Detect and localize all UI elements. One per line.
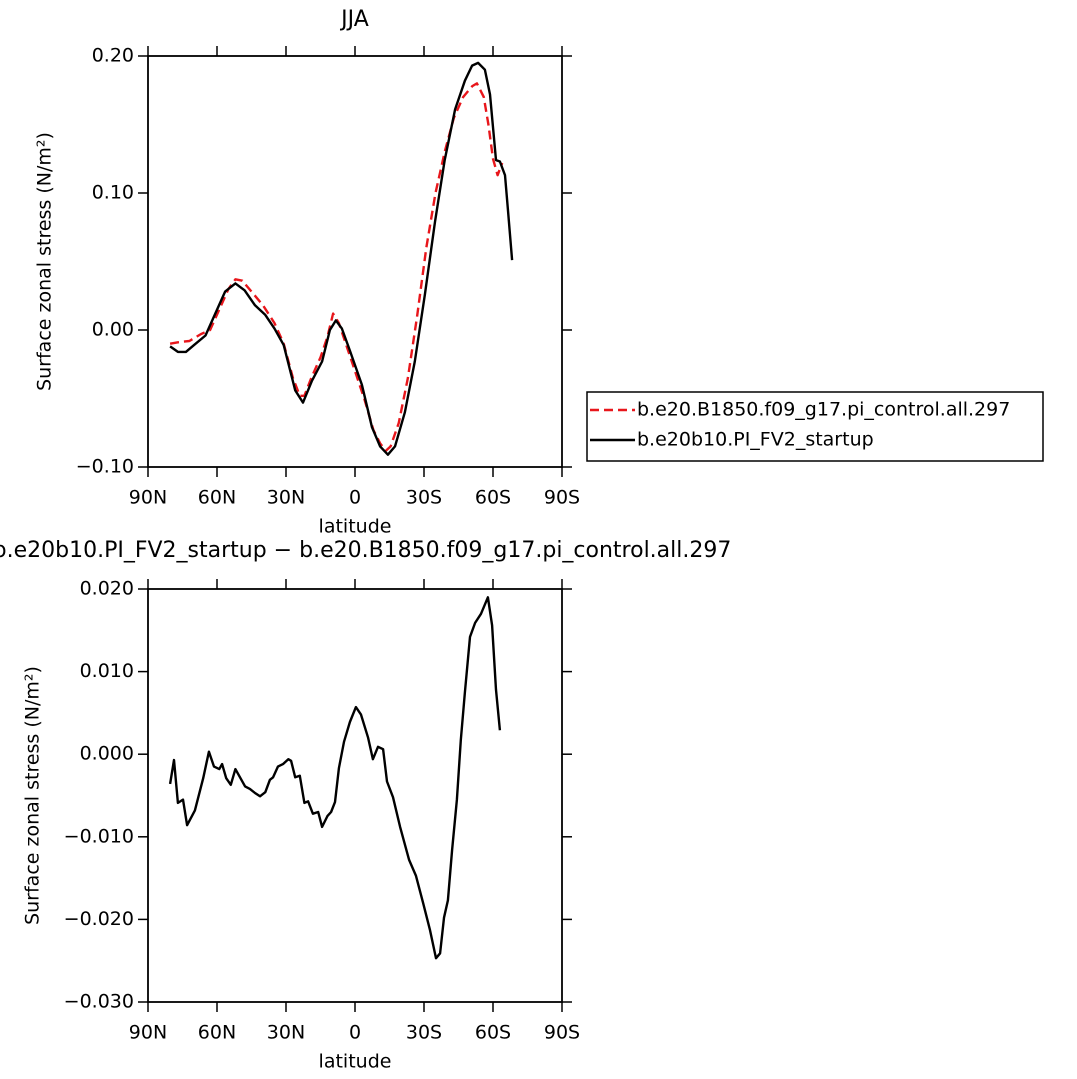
y-tick-label: −0.020 bbox=[64, 908, 134, 930]
x-tick-label: 90S bbox=[544, 487, 580, 509]
y-tick-label: −0.030 bbox=[64, 991, 134, 1013]
plot-frame bbox=[147, 588, 563, 1003]
y-axis-label: Surface zonal stress (N/m²) bbox=[34, 132, 56, 391]
x-tick-label: 60S bbox=[475, 487, 511, 509]
x-tick-label: 60N bbox=[198, 487, 236, 509]
y-tick-label: 0.00 bbox=[92, 319, 134, 341]
x-tick-label: 30S bbox=[406, 1022, 442, 1044]
x-tick-label: 0 bbox=[349, 1022, 361, 1044]
legend-label: b.e20b10.PI_FV2_startup bbox=[637, 429, 874, 451]
legend-box bbox=[586, 391, 1044, 462]
x-axis-label: latitude bbox=[319, 1051, 392, 1073]
x-tick-label: 90N bbox=[129, 1022, 167, 1044]
x-tick-label: 60N bbox=[198, 1022, 236, 1044]
chart-title: b.e20b10.PI_FV2_startup − b.e20.B1850.f0… bbox=[0, 538, 731, 563]
y-tick-label: 0.020 bbox=[80, 578, 134, 600]
x-tick-label: 90S bbox=[544, 1022, 580, 1044]
data-line bbox=[168, 596, 502, 960]
y-tick-label: 0.10 bbox=[92, 182, 134, 204]
x-axis-label: latitude bbox=[319, 516, 392, 538]
legend-label: b.e20.B1850.f09_g17.pi_control.all.297 bbox=[637, 399, 1010, 421]
chart-title: JJA bbox=[339, 7, 369, 32]
y-tick-label: −0.010 bbox=[64, 825, 134, 847]
x-tick-label: 60S bbox=[475, 1022, 511, 1044]
x-tick-label: 90N bbox=[129, 487, 167, 509]
x-tick-label: 0 bbox=[349, 487, 361, 509]
y-tick-label: 0.010 bbox=[80, 660, 134, 682]
plot-frame bbox=[147, 55, 563, 468]
data-line bbox=[169, 82, 504, 452]
y-tick-label: 0.20 bbox=[92, 45, 134, 67]
x-tick-label: 30N bbox=[267, 487, 305, 509]
data-line bbox=[169, 61, 514, 456]
y-axis-label: Surface zonal stress (N/m²) bbox=[22, 666, 44, 925]
x-tick-label: 30S bbox=[406, 487, 442, 509]
x-tick-label: 30N bbox=[267, 1022, 305, 1044]
y-tick-label: −0.10 bbox=[76, 456, 134, 478]
y-tick-label: 0.000 bbox=[80, 743, 134, 765]
